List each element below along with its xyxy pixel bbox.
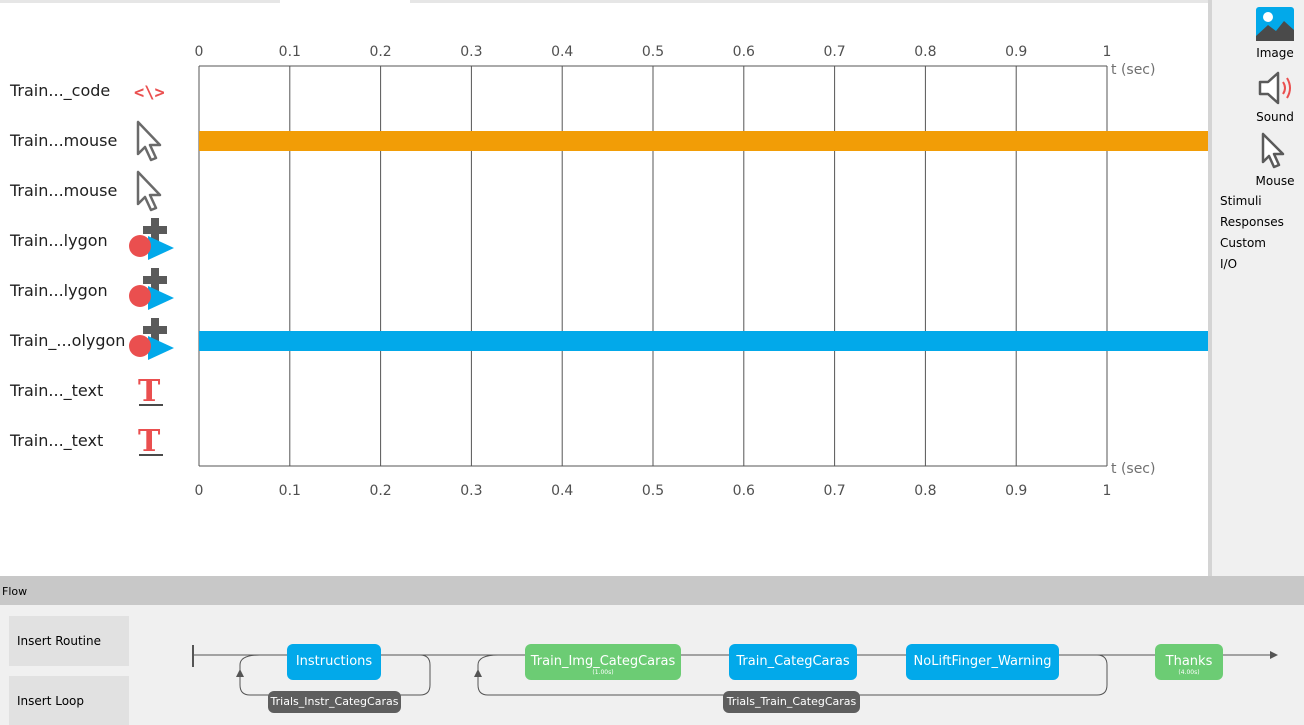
component-row-polygon-3[interactable]: Train_...olygon bbox=[0, 316, 190, 366]
timeline-tick-label: 0 bbox=[195, 483, 204, 499]
flow-end-arrow bbox=[1270, 651, 1278, 659]
code-icon[interactable]: <\> bbox=[126, 66, 180, 116]
add-sound-button[interactable]: Sound bbox=[1250, 70, 1300, 124]
component-label[interactable]: Train...lygon bbox=[10, 231, 108, 250]
insert-loop-button[interactable]: Insert Loop bbox=[9, 676, 129, 725]
flow-routine-instructions[interactable]: Instructions bbox=[287, 644, 381, 680]
routine-name: Thanks bbox=[1165, 654, 1213, 669]
time-axis-label-bottom: t (sec) bbox=[1111, 461, 1155, 477]
timeline-grid: 0 0.1 0.2 0.3 0.4 0.5 0.6 0.7 0.8 0.9 1 0 0.1 0.2 0.3… bbox=[195, 44, 1208, 499]
timeline-tick-label: 0.9 bbox=[1005, 44, 1027, 60]
flow-panel-header: Flow bbox=[0, 576, 1304, 605]
routine-duration: (1.00s) bbox=[592, 669, 614, 676]
component-row-polygon-1[interactable]: Train...lygon bbox=[0, 216, 190, 266]
timeline-tick-label: 0.5 bbox=[642, 44, 664, 60]
flow-loop-trials-instr[interactable]: Trials_Instr_CategCaras bbox=[268, 691, 401, 713]
mouse-cursor-icon[interactable] bbox=[126, 166, 180, 216]
timeline-tick-label: 0.4 bbox=[551, 44, 573, 60]
timeline-tick-label: 1 bbox=[1103, 483, 1112, 499]
components-panel: Image Sound Mouse Stimuli Responses Cust… bbox=[1212, 0, 1304, 576]
routine-tab-inactive-right[interactable] bbox=[410, 0, 1208, 3]
add-image-button[interactable]: Image bbox=[1250, 6, 1300, 60]
timeline-tick-label: 0.3 bbox=[460, 44, 482, 60]
flow-routine-train-img-categcaras[interactable]: Train_Img_CategCaras (1.00s) bbox=[525, 644, 681, 680]
loop-path-instr bbox=[239, 654, 431, 696]
timeline-tick-label: 0.8 bbox=[914, 483, 936, 499]
component-label[interactable]: Train..._text bbox=[10, 381, 104, 400]
insert-routine-button[interactable]: Insert Routine bbox=[9, 616, 129, 666]
flow-loop-trials-train[interactable]: Trials_Train_CategCaras bbox=[723, 691, 860, 713]
routine-tab-strip bbox=[0, 0, 1208, 3]
component-row-text-2[interactable]: Train..._text T bbox=[0, 416, 190, 466]
routine-duration: (4.00s) bbox=[1178, 669, 1200, 676]
category-responses[interactable]: Responses bbox=[1220, 215, 1284, 229]
timeline-tick-label: 0.4 bbox=[551, 483, 573, 499]
text-icon[interactable]: T bbox=[126, 366, 180, 416]
timeline-tick-label: 0.9 bbox=[1005, 483, 1027, 499]
sound-button-label: Sound bbox=[1256, 110, 1294, 124]
sound-icon bbox=[1258, 71, 1291, 105]
routine-name: Train_CategCaras bbox=[736, 654, 850, 669]
timeline-tick-label: 0.2 bbox=[369, 44, 391, 60]
component-label[interactable]: Train..._text bbox=[10, 431, 104, 450]
flow-routine-thanks[interactable]: Thanks (4.00s) bbox=[1155, 644, 1223, 680]
image-icon bbox=[1256, 7, 1294, 41]
mouse-button-label: Mouse bbox=[1255, 174, 1295, 188]
loop-path-train bbox=[477, 654, 1108, 696]
flow-panel: Insert Routine Insert Loop Instructions … bbox=[0, 605, 1304, 725]
routine-name: Instructions bbox=[295, 654, 373, 669]
add-mouse-button[interactable]: Mouse bbox=[1250, 132, 1300, 188]
component-row-text-1[interactable]: Train..._text T bbox=[0, 366, 190, 416]
timeline-tick-label: 0.3 bbox=[460, 483, 482, 499]
timeline-tick-label: 0.2 bbox=[369, 483, 391, 499]
text-icon[interactable]: T bbox=[126, 416, 180, 466]
polygon-icon[interactable] bbox=[126, 316, 180, 366]
timeline-tick-label: 0.6 bbox=[733, 44, 755, 60]
routine-name: Train_Img_CategCaras bbox=[530, 654, 676, 669]
component-label[interactable]: Train...lygon bbox=[10, 281, 108, 300]
polygon-icon[interactable] bbox=[126, 266, 180, 316]
component-label[interactable]: Train...mouse bbox=[10, 131, 118, 150]
component-duration-bar[interactable] bbox=[199, 331, 1208, 351]
flow-title: Flow bbox=[2, 585, 28, 598]
timeline-tick-label: 0.6 bbox=[733, 483, 755, 499]
timeline-tick-label: 0.8 bbox=[914, 44, 936, 60]
timeline-tick-label: 0.7 bbox=[823, 44, 845, 60]
mouse-cursor-icon bbox=[1261, 132, 1285, 169]
category-stimuli[interactable]: Stimuli bbox=[1220, 194, 1262, 208]
component-row-mouse-2[interactable]: Train...mouse bbox=[0, 166, 190, 216]
polygon-icon[interactable] bbox=[126, 216, 180, 266]
component-label[interactable]: Train..._code bbox=[10, 81, 111, 100]
panel-splitter[interactable] bbox=[1208, 0, 1212, 576]
timeline-tick-label: 0.5 bbox=[642, 483, 664, 499]
flow-routine-noliftfinger-warning[interactable]: NoLiftFinger_Warning bbox=[906, 644, 1059, 680]
component-label[interactable]: Train_...olygon bbox=[10, 331, 126, 350]
component-row-polygon-2[interactable]: Train...lygon bbox=[0, 266, 190, 316]
mouse-cursor-icon[interactable] bbox=[126, 116, 180, 166]
component-row-code[interactable]: Train..._code <\> bbox=[0, 66, 190, 116]
image-button-label: Image bbox=[1256, 46, 1294, 60]
category-custom[interactable]: Custom bbox=[1220, 236, 1266, 250]
time-axis-label-top: t (sec) bbox=[1111, 62, 1155, 78]
timeline-tick-label: 0.1 bbox=[279, 483, 301, 499]
timeline-tick-label: 0 bbox=[195, 44, 204, 60]
routine-canvas: 0 0.1 0.2 0.3 0.4 0.5 0.6 0.7 0.8 0.9 1 0 0.1 0.2 0.3… bbox=[0, 0, 1208, 576]
category-io[interactable]: I/O bbox=[1220, 257, 1238, 271]
routine-name: NoLiftFinger_Warning bbox=[913, 654, 1052, 669]
svg-text:<\>: <\> bbox=[134, 83, 165, 103]
timeline-tick-label: 1 bbox=[1103, 44, 1112, 60]
component-row-mouse-1[interactable]: Train...mouse bbox=[0, 116, 190, 166]
routine-tab-inactive-left[interactable] bbox=[0, 0, 280, 3]
timeline-tick-label: 0.1 bbox=[279, 44, 301, 60]
flow-routine-train-categcaras[interactable]: Train_CategCaras bbox=[729, 644, 857, 680]
component-duration-bar[interactable] bbox=[199, 131, 1208, 151]
component-label[interactable]: Train...mouse bbox=[10, 181, 118, 200]
loop-arrow-instr bbox=[236, 669, 244, 677]
timeline-tick-label: 0.7 bbox=[823, 483, 845, 499]
svg-text:T: T bbox=[138, 424, 161, 459]
loop-arrow-train bbox=[474, 669, 482, 677]
svg-text:T: T bbox=[138, 374, 161, 409]
